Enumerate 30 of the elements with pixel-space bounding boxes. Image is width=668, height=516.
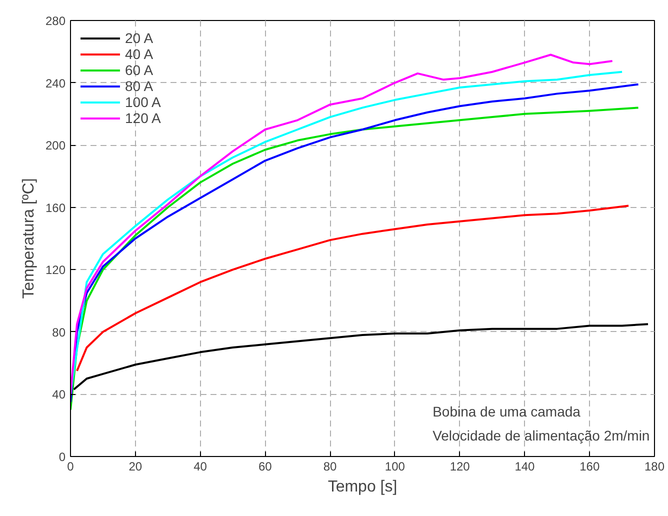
annotation: Velocidade de alimentação 2m/min — [432, 427, 650, 444]
x-axis-title: Tempo [s] — [328, 478, 398, 496]
y-tick-label: 160 — [45, 200, 66, 215]
x-tick-label: 120 — [450, 460, 470, 474]
line-series — [76, 204, 630, 372]
legend-label: 120 A — [125, 110, 161, 126]
legend-label: 100 A — [125, 94, 161, 110]
x-tick-label: 20 — [128, 460, 142, 474]
y-tick-label: 40 — [52, 388, 66, 402]
y-tick-label: 0 — [58, 450, 66, 464]
y-tick-label: 280 — [45, 14, 66, 28]
legend-label: 60 A — [125, 62, 154, 78]
x-tick-label: 60 — [258, 460, 272, 474]
legend-label: 40 A — [125, 46, 154, 62]
line-series — [72, 323, 650, 391]
y-tick-label: 120 — [45, 263, 66, 278]
y-tick-label: 80 — [52, 325, 66, 340]
x-tick-label: 0 — [67, 460, 74, 474]
annotation: Bobina de uma camada — [432, 403, 581, 420]
y-tick-label: 200 — [45, 138, 66, 153]
y-tick-label: 240 — [45, 76, 66, 90]
x-tick-label: 40 — [194, 460, 208, 474]
x-tick-label: 160 — [580, 460, 600, 474]
legend-label: 20 A — [125, 30, 154, 46]
x-tick-label: 100 — [384, 460, 406, 474]
x-tick-label: 180 — [644, 460, 665, 474]
x-tick-label: 80 — [323, 460, 338, 474]
legend-label: 80 A — [125, 78, 154, 94]
x-tick-label: 140 — [514, 460, 536, 474]
y-axis-title: Temperatura [ºC] — [20, 178, 38, 299]
